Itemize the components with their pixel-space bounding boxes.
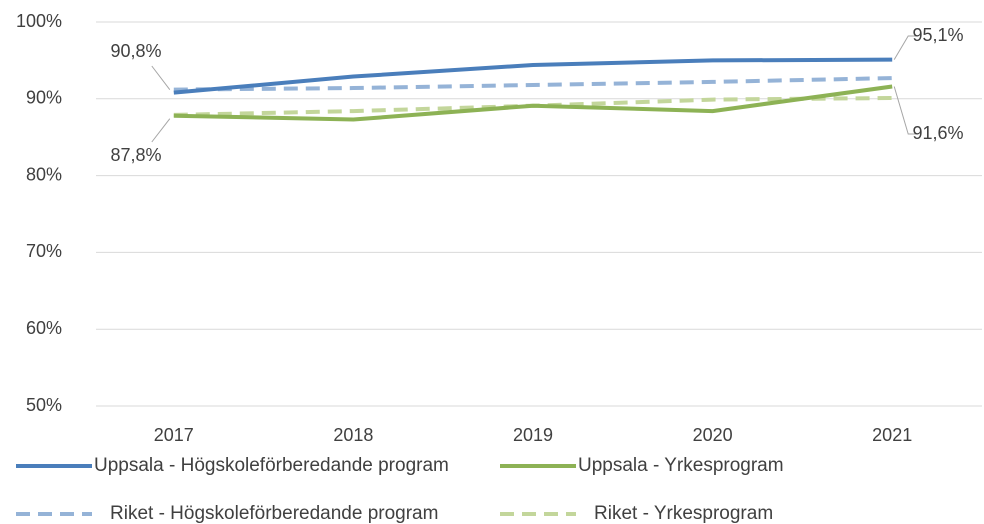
y-tick-label: 50% [26,395,62,415]
x-tick-label: 2017 [154,425,194,445]
x-tick-label: 2019 [513,425,553,445]
data-label: 87,8% [110,145,161,165]
line-series [173,84,893,122]
x-tick-label: 2021 [872,425,912,445]
x-tick-label: 2020 [693,425,733,445]
data-label: 91,6% [912,123,963,143]
leader-line [151,65,171,90]
leader-line [893,86,919,135]
x-tick-label: 2018 [333,425,373,445]
data-label: 95,1% [912,25,963,45]
legend-label: Riket - Högskoleförberedande program [110,503,438,524]
leader-line [893,35,919,60]
line-series [173,57,893,95]
y-tick-label: 90% [26,88,62,108]
y-tick-label: 80% [26,164,62,184]
y-tick-label: 70% [26,241,62,261]
legend-label: Uppsala - Yrkesprogram [578,455,784,476]
y-tick-label: 60% [26,318,62,338]
leader-line [151,118,171,143]
legend-label: Riket - Yrkesprogram [594,503,773,524]
y-tick-label: 100% [16,11,62,31]
data-label: 90,8% [110,41,161,61]
line-series [173,76,893,92]
legend-label: Uppsala - Högskoleförberedande program [94,455,449,476]
